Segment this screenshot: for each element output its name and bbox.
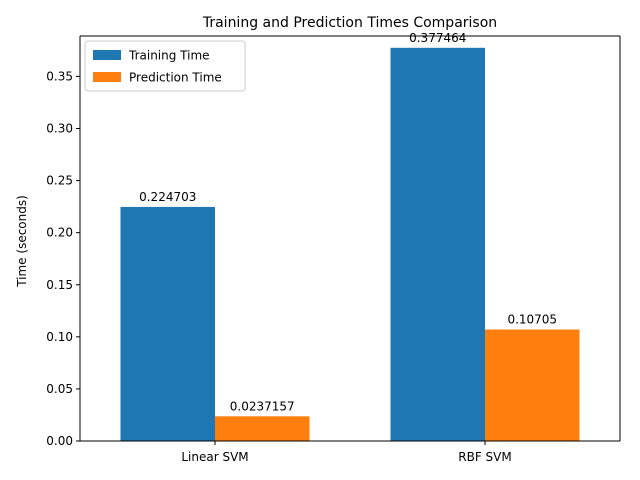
y-tick-label: 0.30 <box>46 122 73 136</box>
x-tick-label: Linear SVM <box>181 450 248 464</box>
legend-label: Training Time <box>128 49 210 63</box>
bar-training-time-0 <box>120 206 215 441</box>
legend-swatch <box>93 50 121 60</box>
x-tick-label: RBF SVM <box>458 450 511 464</box>
data-label: 0.0237157 <box>230 399 295 413</box>
data-label: 0.10705 <box>507 312 557 326</box>
y-tick-label: 0.20 <box>46 226 73 240</box>
y-tick-label: 0.10 <box>46 330 73 344</box>
bar-training-time-1 <box>390 47 485 441</box>
y-tick-label: 0.35 <box>46 69 73 83</box>
y-tick-label: 0.00 <box>46 434 73 448</box>
y-axis-label: Time (seconds) <box>15 195 29 288</box>
plot-area: 0.224703 0.377464 0.0237157 0.10705 0.00 0.05… <box>46 31 621 464</box>
bar-prediction-time-0 <box>215 416 310 441</box>
y-tick-label: 0.25 <box>46 174 73 188</box>
chart-title: Training and Prediction Times Comparison <box>202 15 497 31</box>
bar-prediction-time-1 <box>485 329 580 441</box>
y-tick-label: 0.15 <box>46 278 73 292</box>
legend-label: Prediction Time <box>129 71 222 85</box>
data-label: 0.377464 <box>409 31 466 45</box>
legend-swatch <box>93 72 121 82</box>
legend: Training Time Prediction Time <box>84 40 246 92</box>
y-tick-label: 0.05 <box>46 382 73 396</box>
data-label: 0.224703 <box>139 190 196 204</box>
legend-box <box>84 40 246 92</box>
